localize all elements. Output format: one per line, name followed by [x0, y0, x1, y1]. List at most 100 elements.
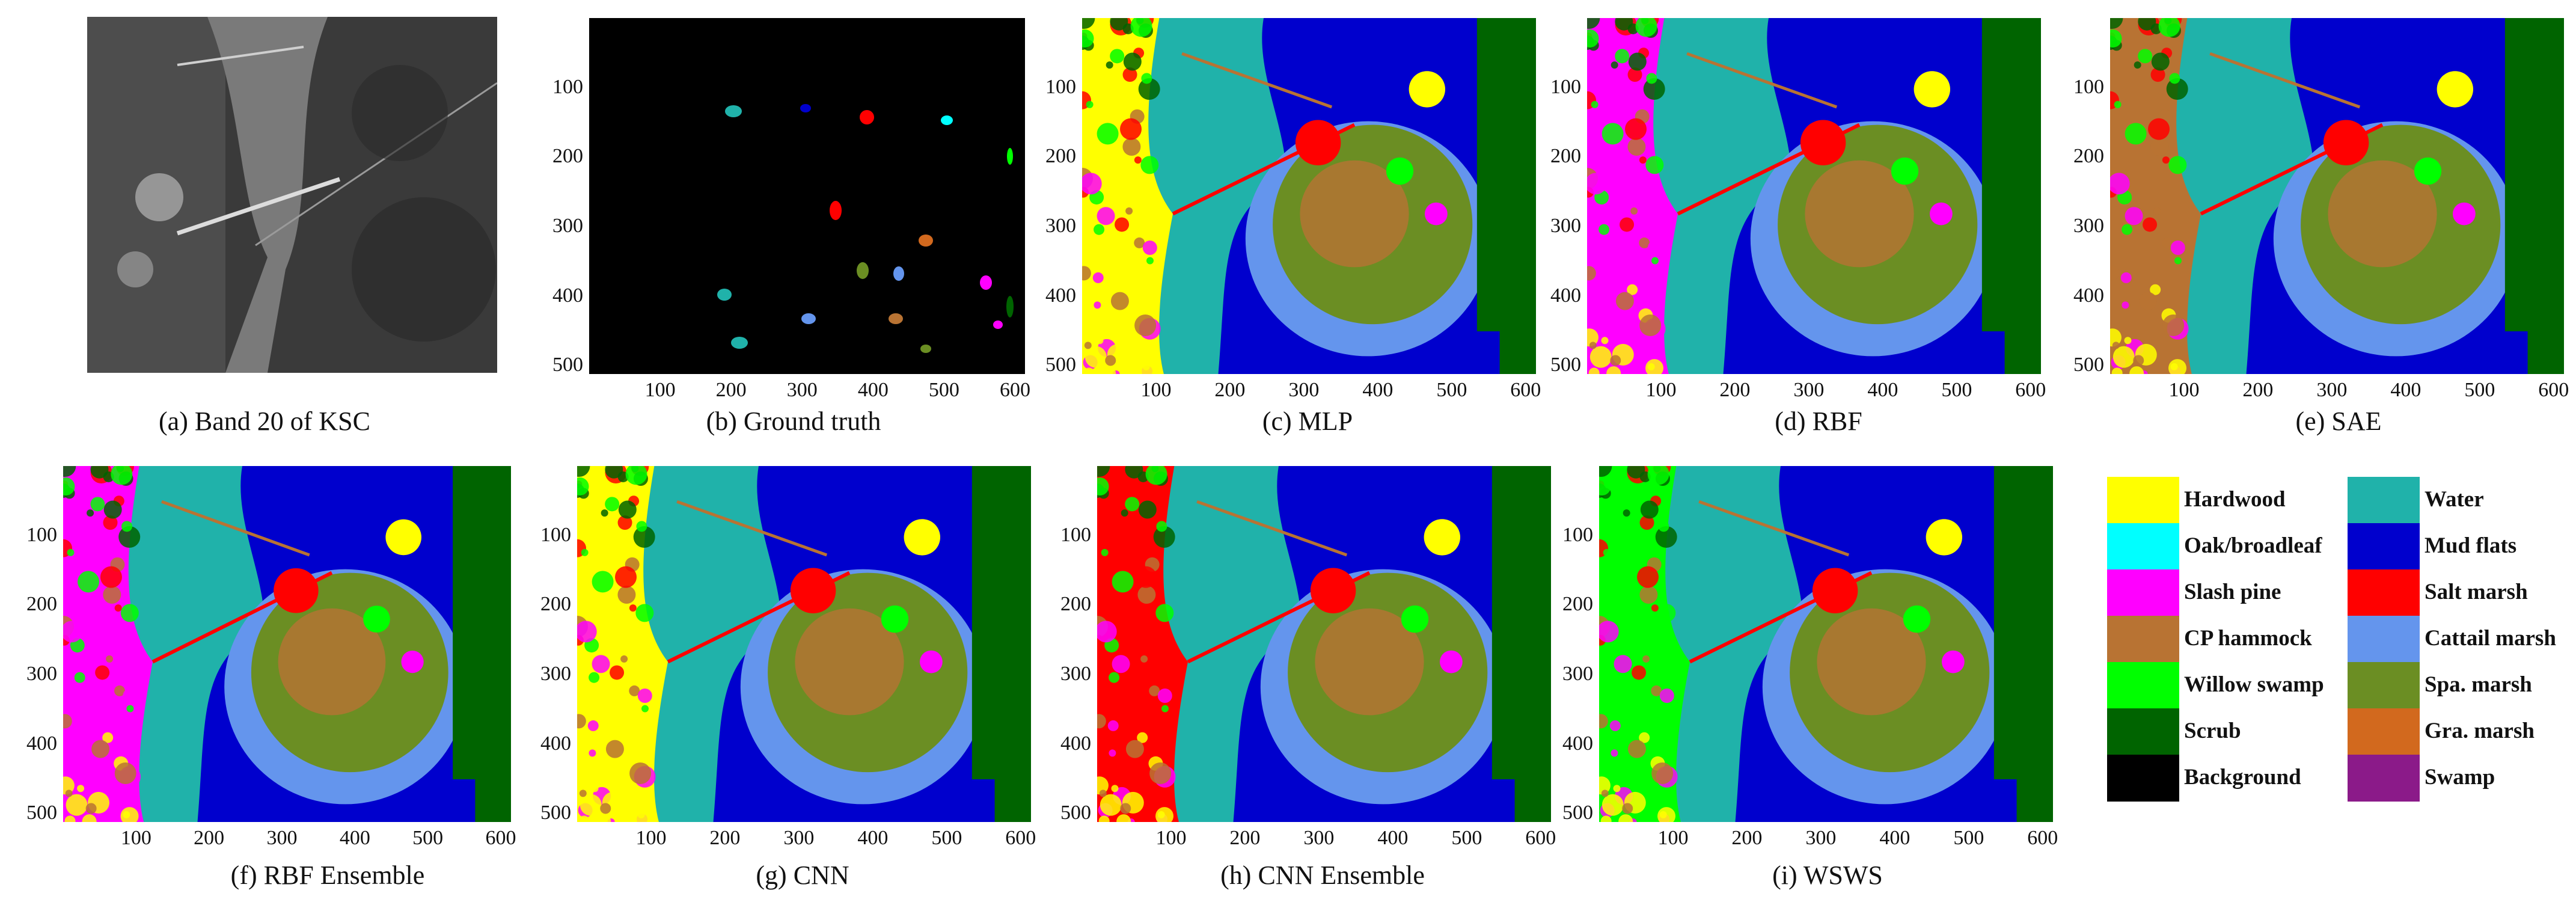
panel-b	[529, 0, 1046, 457]
map-e	[2110, 18, 2564, 374]
x-tick-c-200: 200	[1214, 379, 1246, 401]
y-tick-d-400: 400	[1550, 284, 1581, 307]
caption-c: (c) MLP	[1262, 406, 1353, 436]
x-tick-f-100: 100	[120, 827, 151, 849]
x-tick-g-500: 500	[931, 827, 962, 849]
y-tick-i-400: 400	[1562, 732, 1593, 755]
caption-b: (b) Ground truth	[706, 406, 881, 436]
x-tick-i-100: 100	[1657, 827, 1689, 849]
x-tick-b-400: 400	[857, 379, 889, 401]
legend-label-salt-marsh: Salt marsh	[2425, 580, 2528, 604]
y-tick-f-300: 300	[26, 662, 57, 685]
legend-swatch-scrub	[2107, 708, 2179, 755]
x-tick-b-600: 600	[999, 379, 1030, 401]
x-tick-f-400: 400	[339, 827, 370, 849]
x-tick-g-400: 400	[857, 827, 889, 849]
x-tick-e-600: 600	[2538, 379, 2569, 401]
legend-swatch-swamp	[2348, 755, 2420, 802]
y-tick-h-100: 100	[1060, 523, 1091, 546]
y-tick-e-100: 100	[2073, 75, 2104, 98]
x-tick-e-300: 300	[2316, 379, 2348, 401]
legend-swatch-spa-marsh	[2348, 662, 2420, 709]
y-tick-b-500: 500	[552, 354, 583, 376]
y-tick-e-500: 500	[2073, 354, 2104, 376]
x-tick-i-300: 300	[1805, 827, 1837, 849]
x-tick-g-300: 300	[783, 827, 815, 849]
y-tick-i-100: 100	[1562, 523, 1593, 546]
x-tick-f-500: 500	[412, 827, 444, 849]
x-tick-i-200: 200	[1731, 827, 1763, 849]
x-tick-i-600: 600	[2027, 827, 2058, 849]
caption-d: (d) RBF	[1775, 406, 1862, 436]
legend-label-willow-swamp: Willow swamp	[2184, 672, 2324, 697]
x-tick-c-100: 100	[1140, 379, 1172, 401]
y-tick-d-200: 200	[1550, 145, 1581, 168]
legend-swatch-hardwood	[2107, 477, 2179, 524]
y-tick-g-500: 500	[540, 802, 571, 824]
map-f	[63, 466, 511, 822]
y-tick-g-300: 300	[540, 662, 571, 685]
y-tick-i-200: 200	[1562, 593, 1593, 616]
y-tick-g-400: 400	[540, 732, 571, 755]
x-tick-e-400: 400	[2390, 379, 2422, 401]
y-tick-f-100: 100	[26, 523, 57, 546]
legend-swatch-mud-flats	[2348, 523, 2420, 570]
y-tick-b-400: 400	[552, 284, 583, 307]
y-tick-f-200: 200	[26, 593, 57, 616]
legend-swatch-water	[2348, 477, 2420, 524]
x-tick-c-300: 300	[1288, 379, 1320, 401]
y-tick-c-200: 200	[1045, 145, 1076, 168]
x-tick-g-200: 200	[709, 827, 741, 849]
y-tick-b-300: 300	[552, 214, 583, 237]
x-tick-c-400: 400	[1362, 379, 1394, 401]
x-tick-h-300: 300	[1303, 827, 1335, 849]
x-tick-e-200: 200	[2242, 379, 2274, 401]
x-tick-b-500: 500	[928, 379, 959, 401]
y-tick-c-400: 400	[1045, 284, 1076, 307]
legend-label-slash-pine: Slash pine	[2184, 580, 2281, 604]
x-tick-e-500: 500	[2464, 379, 2495, 401]
y-tick-f-500: 500	[26, 802, 57, 824]
x-tick-h-200: 200	[1229, 827, 1261, 849]
y-tick-b-100: 100	[552, 75, 583, 98]
legend-swatch-cp-hammock	[2107, 616, 2179, 663]
y-tick-h-500: 500	[1060, 802, 1091, 824]
x-tick-c-600: 600	[1510, 379, 1541, 401]
legend-swatch-slash-pine	[2107, 569, 2179, 616]
x-tick-d-400: 400	[1867, 379, 1898, 401]
y-tick-h-400: 400	[1060, 732, 1091, 755]
legend-label-spa-marsh: Spa. marsh	[2425, 672, 2532, 697]
caption-a: (a) Band 20 of KSC	[159, 406, 370, 436]
x-tick-i-400: 400	[1879, 827, 1911, 849]
legend-label-mud-flats: Mud flats	[2425, 533, 2517, 558]
x-tick-d-200: 200	[1719, 379, 1751, 401]
legend-swatch-oak-broadleaf	[2107, 523, 2179, 570]
legend-label-cattail-marsh: Cattail marsh	[2425, 626, 2556, 651]
legend-label-cp-hammock: CP hammock	[2184, 626, 2312, 651]
y-tick-e-200: 200	[2073, 145, 2104, 168]
x-tick-d-100: 100	[1645, 379, 1677, 401]
x-tick-h-600: 600	[1525, 827, 1556, 849]
x-tick-e-100: 100	[2168, 379, 2200, 401]
panel-a: (a) Band 20 of KSC	[0, 0, 517, 457]
legend-swatch-willow-swamp	[2107, 662, 2179, 709]
legend-label-scrub: Scrub	[2184, 719, 2241, 743]
caption-i: (i) WSWS	[1772, 860, 1883, 890]
caption-f: (f) RBF Ensemble	[230, 860, 425, 890]
map-c	[1082, 18, 1536, 374]
y-tick-c-300: 300	[1045, 214, 1076, 237]
x-tick-d-600: 600	[2015, 379, 2046, 401]
map-h	[1097, 466, 1551, 822]
x-tick-g-100: 100	[635, 827, 667, 849]
ground-truth-map	[589, 18, 1025, 374]
y-tick-c-100: 100	[1045, 75, 1076, 98]
y-tick-h-300: 300	[1060, 662, 1091, 685]
legend-swatch-gra-marsh	[2348, 708, 2420, 755]
y-tick-f-400: 400	[26, 732, 57, 755]
y-tick-d-300: 300	[1550, 214, 1581, 237]
y-tick-c-500: 500	[1045, 354, 1076, 376]
y-tick-e-300: 300	[2073, 214, 2104, 237]
band-image	[87, 17, 497, 373]
x-tick-h-100: 100	[1155, 827, 1187, 849]
legend-label-background: Background	[2184, 765, 2301, 790]
